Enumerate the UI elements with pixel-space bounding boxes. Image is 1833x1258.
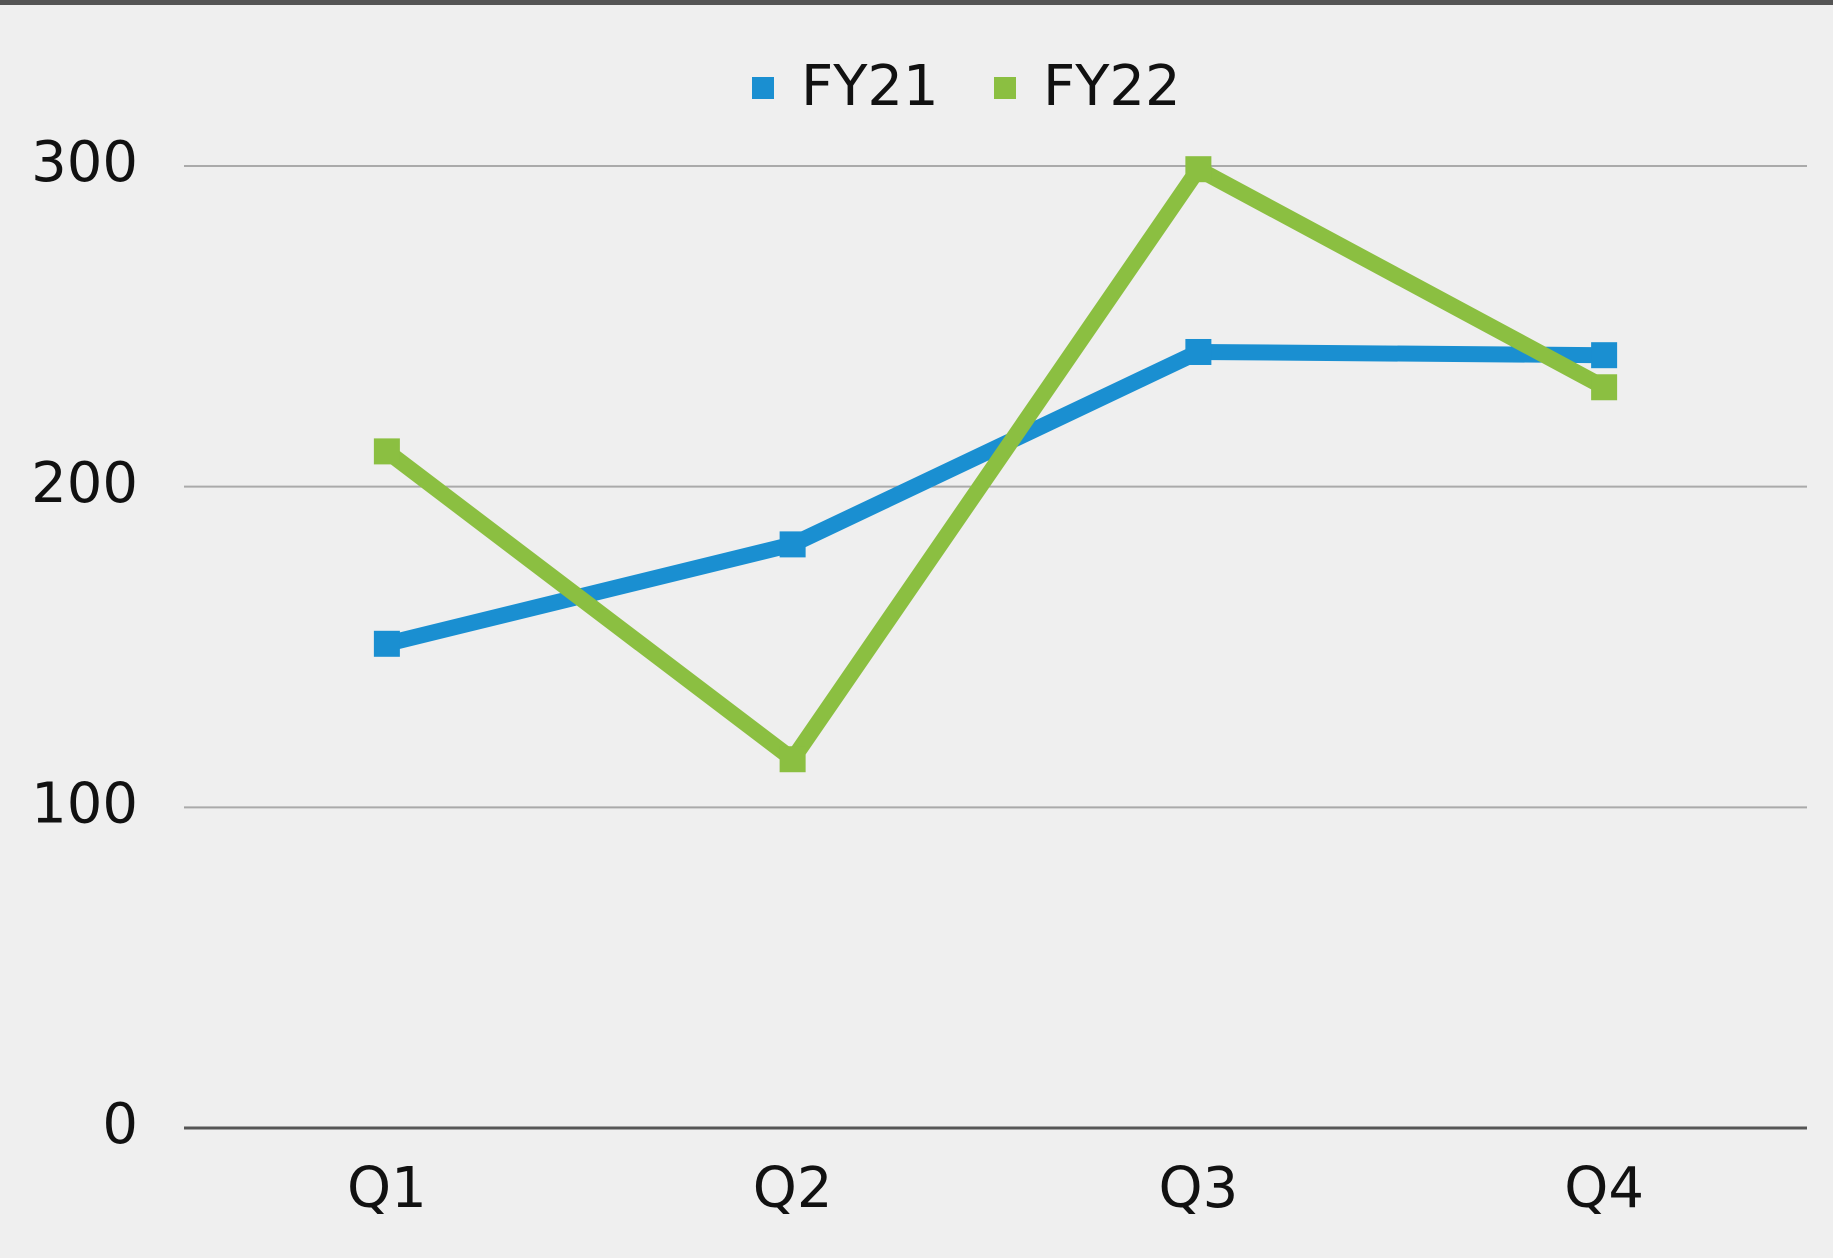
legend-swatch (752, 77, 774, 99)
legend-label: FY22 (1043, 54, 1181, 119)
legend-label: FY21 (801, 54, 939, 119)
point-marker (1185, 156, 1212, 183)
y-tick-label: 100 (31, 771, 138, 836)
top-border (0, 0, 1833, 5)
point-marker (1591, 342, 1618, 369)
y-tick-label: 0 (102, 1092, 138, 1157)
series-line (384, 343, 1605, 652)
x-tick-label: Q2 (753, 1156, 833, 1221)
y-tick-label: 300 (31, 130, 138, 195)
point-marker (779, 531, 806, 558)
series-line (382, 161, 1608, 768)
x-tick-label: Q4 (1564, 1156, 1644, 1221)
x-tick-label: Q1 (347, 1156, 427, 1221)
point-marker (1185, 338, 1212, 365)
point-marker (373, 630, 400, 657)
point-marker (779, 746, 806, 773)
x-tick-label: Q3 (1159, 1156, 1239, 1221)
legend-swatch (994, 77, 1016, 99)
point-marker (1591, 374, 1618, 401)
y-tick-label: 200 (31, 451, 138, 516)
point-marker (373, 438, 400, 465)
